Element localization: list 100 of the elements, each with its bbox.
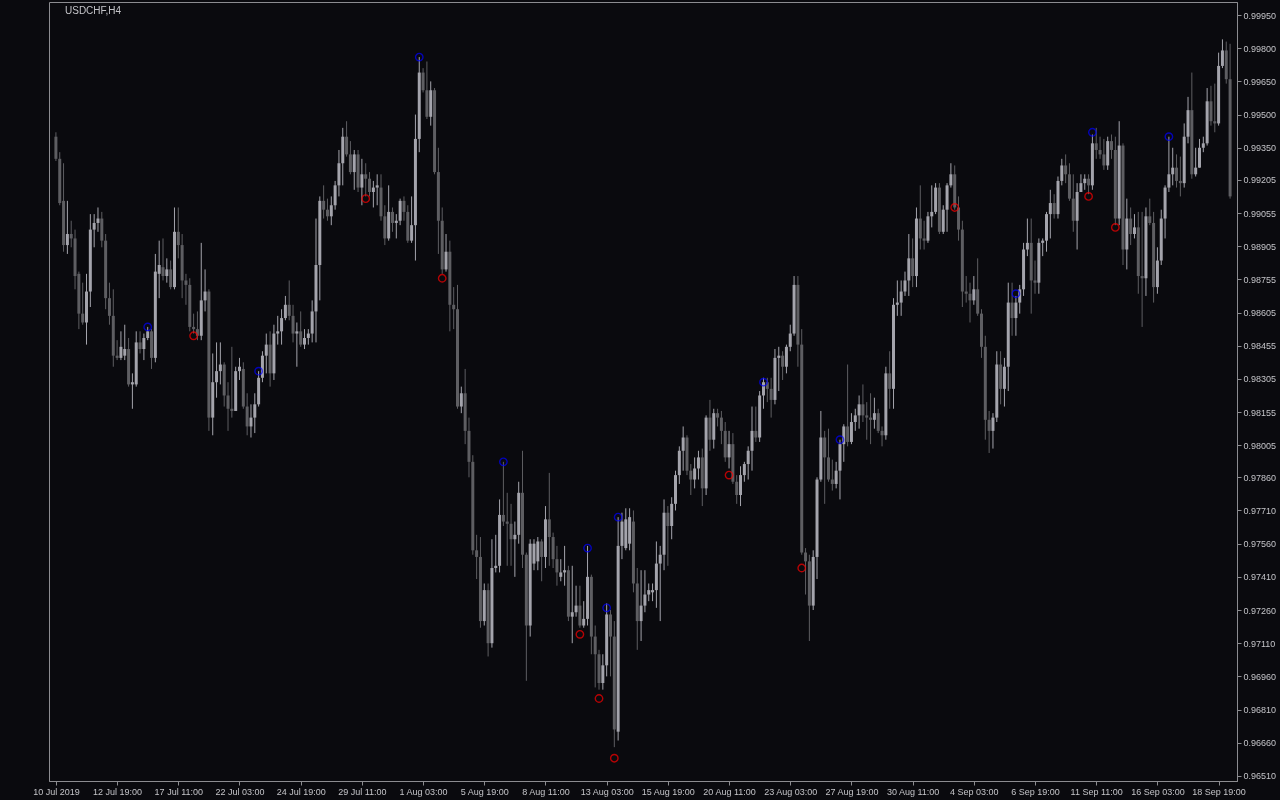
candlestick [1064, 153, 1068, 184]
candlestick [165, 257, 169, 284]
point [498, 457, 508, 467]
candlestick [364, 162, 368, 197]
candlestick [371, 180, 375, 208]
candlestick [375, 173, 379, 206]
candlestick [1102, 138, 1106, 171]
point [594, 694, 604, 703]
candlestick [348, 140, 352, 175]
candlestick [1148, 198, 1152, 226]
point [143, 322, 153, 332]
candlestick [574, 585, 578, 618]
candlestick [368, 171, 372, 197]
y-tick-label: 0.97860 [1243, 472, 1277, 483]
candlestick [291, 304, 295, 343]
candlestick [781, 350, 785, 381]
y-tick-label: 0.99800 [1243, 43, 1277, 54]
x-tick-label: 16 Sep 03:00 [1131, 786, 1185, 797]
candlestick [754, 406, 758, 443]
candlestick [283, 295, 287, 321]
candlestick [1094, 127, 1098, 160]
candlestick [238, 357, 241, 381]
candlestick [918, 184, 922, 250]
candlestick [846, 364, 850, 447]
candlestick [1132, 213, 1136, 239]
candlestick [608, 609, 612, 677]
candlestick [578, 585, 582, 629]
y-tick-label: 0.99055 [1243, 208, 1277, 219]
x-tick-label: 8 Aug 11:00 [522, 786, 570, 797]
y-tick-label: 0.99205 [1243, 175, 1277, 186]
point [189, 331, 199, 341]
y-tick-label: 0.98905 [1243, 241, 1277, 252]
candlestick [547, 472, 551, 567]
candlestick [681, 425, 685, 472]
candlestick [670, 496, 674, 540]
point [437, 273, 447, 283]
candlestick [390, 206, 394, 233]
candlestick [739, 465, 743, 507]
point [1084, 192, 1093, 201]
x-tick-label: 20 Aug 11:00 [703, 786, 756, 797]
candlestick [849, 412, 853, 445]
y-tick-label: 0.97410 [1243, 572, 1277, 583]
candlestick [280, 308, 284, 346]
x-tick-label: 13 Aug 03:00 [580, 786, 634, 797]
y-tick-label: 0.98455 [1243, 341, 1277, 352]
candlestick [784, 344, 788, 374]
point [1164, 132, 1174, 142]
y-tick-label: 0.97110 [1243, 638, 1276, 649]
candlestick [1110, 133, 1114, 160]
point [759, 377, 768, 387]
candlestick [264, 333, 268, 374]
candlestick [1175, 153, 1179, 189]
candlestick [559, 558, 563, 582]
candlestick [65, 200, 69, 255]
candlestick [872, 397, 876, 430]
x-tick-label: 11 Sep 11:00 [1070, 786, 1123, 797]
candlestick [922, 220, 926, 250]
candlestick [1197, 138, 1201, 169]
candlestick [215, 341, 219, 399]
candlestick [1220, 38, 1224, 69]
point [1011, 289, 1021, 299]
candlestick [1087, 173, 1091, 195]
y-tick-label: 0.97560 [1243, 539, 1277, 550]
y-tick-label: 0.99950 [1243, 10, 1277, 21]
x-tick-label: 10 Jul 2019 [33, 786, 80, 797]
point [254, 366, 264, 376]
candlestick [475, 534, 479, 580]
y-tick-label: 0.99350 [1243, 143, 1277, 154]
y-tick-label: 0.98605 [1243, 308, 1277, 319]
candlestick [861, 383, 865, 423]
candlestick [1129, 206, 1133, 246]
x-tick-label: 27 Aug 19:00 [825, 786, 879, 797]
candlestick [601, 653, 605, 691]
candlestick [398, 198, 402, 226]
x-tick-label: 18 Sep 19:00 [1192, 786, 1246, 797]
candlestick [142, 333, 146, 361]
candlestick [1052, 193, 1056, 220]
point [1087, 127, 1097, 137]
x-tick-label: 23 Aug 03:00 [764, 786, 818, 797]
x-tick-label: 24 Jul 19:00 [276, 786, 326, 797]
candlestick [830, 459, 834, 492]
candlestick [322, 184, 326, 220]
point [613, 512, 623, 522]
candlestick [410, 195, 414, 244]
point [835, 435, 845, 445]
point [724, 470, 734, 480]
candlestick [345, 120, 349, 158]
y-tick-label: 0.96810 [1243, 705, 1277, 716]
candlestick [444, 233, 448, 273]
candlestick [750, 406, 754, 472]
candlestick [1025, 218, 1029, 257]
candlestick [509, 503, 513, 567]
candlestick [857, 394, 861, 430]
y-tick-label: 0.96660 [1243, 738, 1277, 749]
candlestick [570, 565, 574, 644]
candlestick [1194, 147, 1198, 178]
x-tick-label: 15 Aug 19:00 [641, 786, 695, 797]
y-tick-label: 0.97710 [1243, 506, 1277, 516]
point [602, 603, 612, 613]
candlestick [742, 461, 746, 483]
